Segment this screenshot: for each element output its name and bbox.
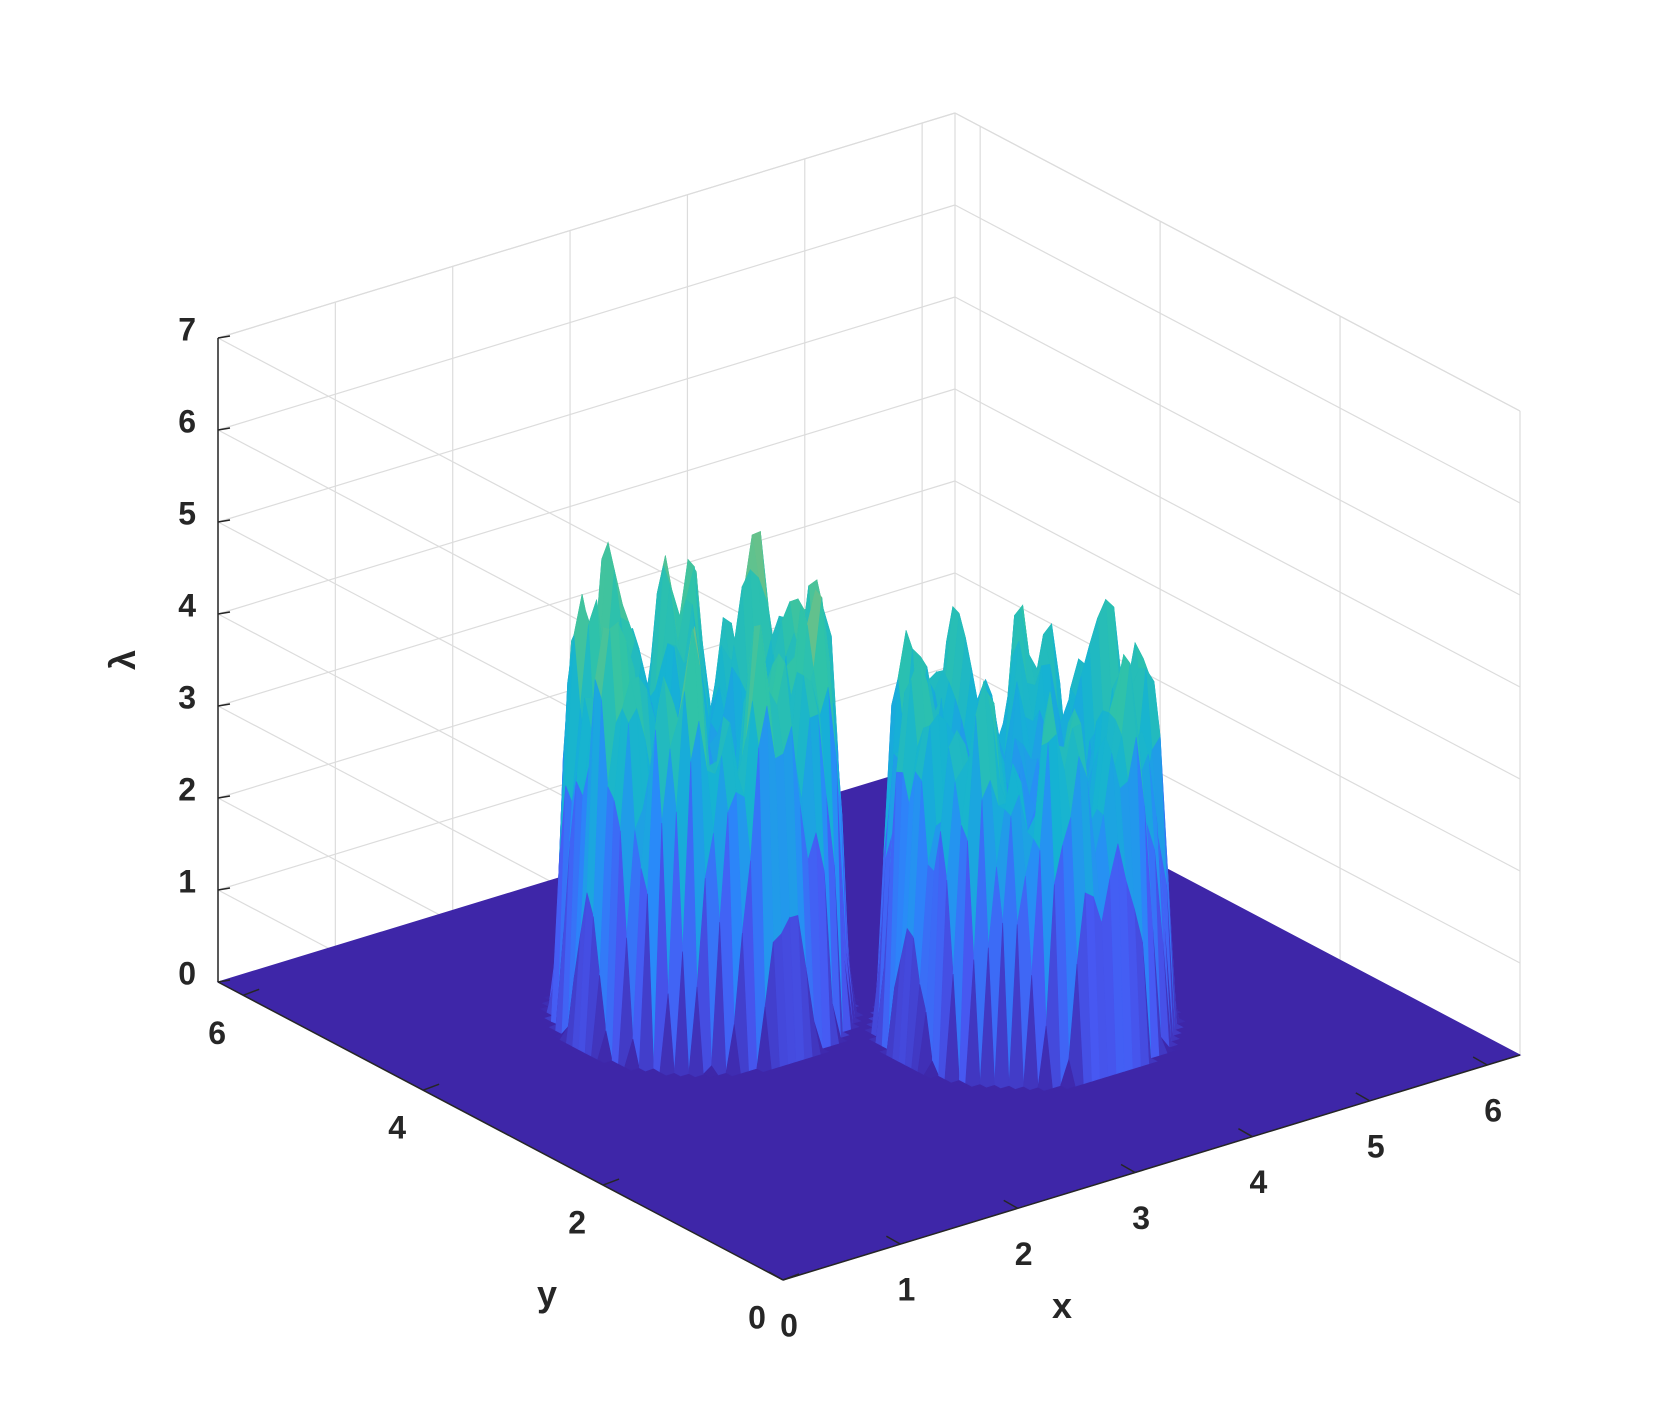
surface-patch [638,893,654,1072]
z-tick-mark [217,979,231,983]
z-tick-label: 7 [178,311,196,347]
z-tick-mark [217,611,231,615]
y-axis-label: y [537,1273,557,1314]
z-tick-label: 0 [178,955,196,991]
surface-patch [1037,1025,1053,1091]
z-tick-mark [217,427,231,431]
y-tick-mark [782,1273,800,1281]
x-axis-line [782,1054,1521,1281]
grid-line-z [217,204,956,431]
grid-line-z [217,296,956,523]
surface-patch [674,951,690,1077]
surface-patch [1023,975,1039,1091]
surface-patch [688,986,704,1078]
y-tick-label: 2 [568,1205,586,1241]
x-tick-mark [1120,1163,1136,1174]
y-tick-mark [602,1178,620,1186]
grid-line-top [954,112,1521,412]
surface-patch [1008,924,1024,1090]
x-tick-mark [1238,1128,1253,1138]
z-tick-mark [217,795,231,799]
z-tick-mark [217,887,231,891]
z-tick-label: 5 [178,495,196,531]
grid-line-z [217,388,956,615]
x-tick-mark [768,1271,784,1281]
z-tick-label: 4 [178,587,196,623]
x-tick-label: 1 [898,1272,916,1308]
surface-patch [659,993,675,1076]
x-tick-label: 6 [1484,1092,1502,1128]
x-tick-label: 0 [780,1307,798,1343]
z-tick-label: 2 [178,771,196,807]
z-tick-label: 3 [178,679,196,715]
surface-patch [756,1006,772,1073]
grid-line-top [217,112,956,339]
grid-line-z [954,204,1521,504]
surface-patch [965,959,981,1087]
surface-patch [624,1038,640,1071]
y-tick-label: 0 [748,1299,766,1335]
x-tick-label: 5 [1367,1128,1385,1164]
y-tick-mark [422,1083,440,1091]
z-tick-mark [217,703,231,707]
surface-patch [1060,1058,1076,1090]
surface-patch [702,1065,719,1078]
surface-patch [994,922,1010,1089]
y-tick-mark [242,988,260,996]
y-tick-label: 4 [388,1110,406,1146]
surface-patch [597,1030,613,1064]
grid-line-z [954,388,1521,688]
surface-patch [725,1024,741,1077]
x-tick-mark [1003,1199,1019,1209]
z-axis-label: λ [102,650,143,670]
surface-plot [216,531,1522,1281]
z-tick-mark [217,519,231,523]
x-tick-mark [1355,1092,1371,1102]
surface-patch [979,947,995,1088]
z-tick-label: 1 [178,863,196,899]
axis-lines [217,335,1521,1281]
x-tick-mark [1472,1056,1488,1066]
grid-line-z [954,480,1521,780]
grid-line-z [217,480,956,707]
grid-line-z [954,572,1521,872]
y-tick-label: 6 [208,1015,226,1051]
x-tick-mark [885,1235,901,1245]
surface-patch [944,973,960,1083]
x-tick-label: 3 [1132,1200,1150,1236]
x-tick-label: 2 [1015,1236,1033,1272]
z-tick-mark [217,335,231,339]
y-axis-line [217,981,784,1281]
surface-patch [923,1060,940,1079]
z-tick-label: 6 [178,403,196,439]
grid-line-z [954,296,1521,596]
x-axis-label: x [1052,1285,1072,1326]
x-tick-label: 4 [1250,1164,1268,1200]
